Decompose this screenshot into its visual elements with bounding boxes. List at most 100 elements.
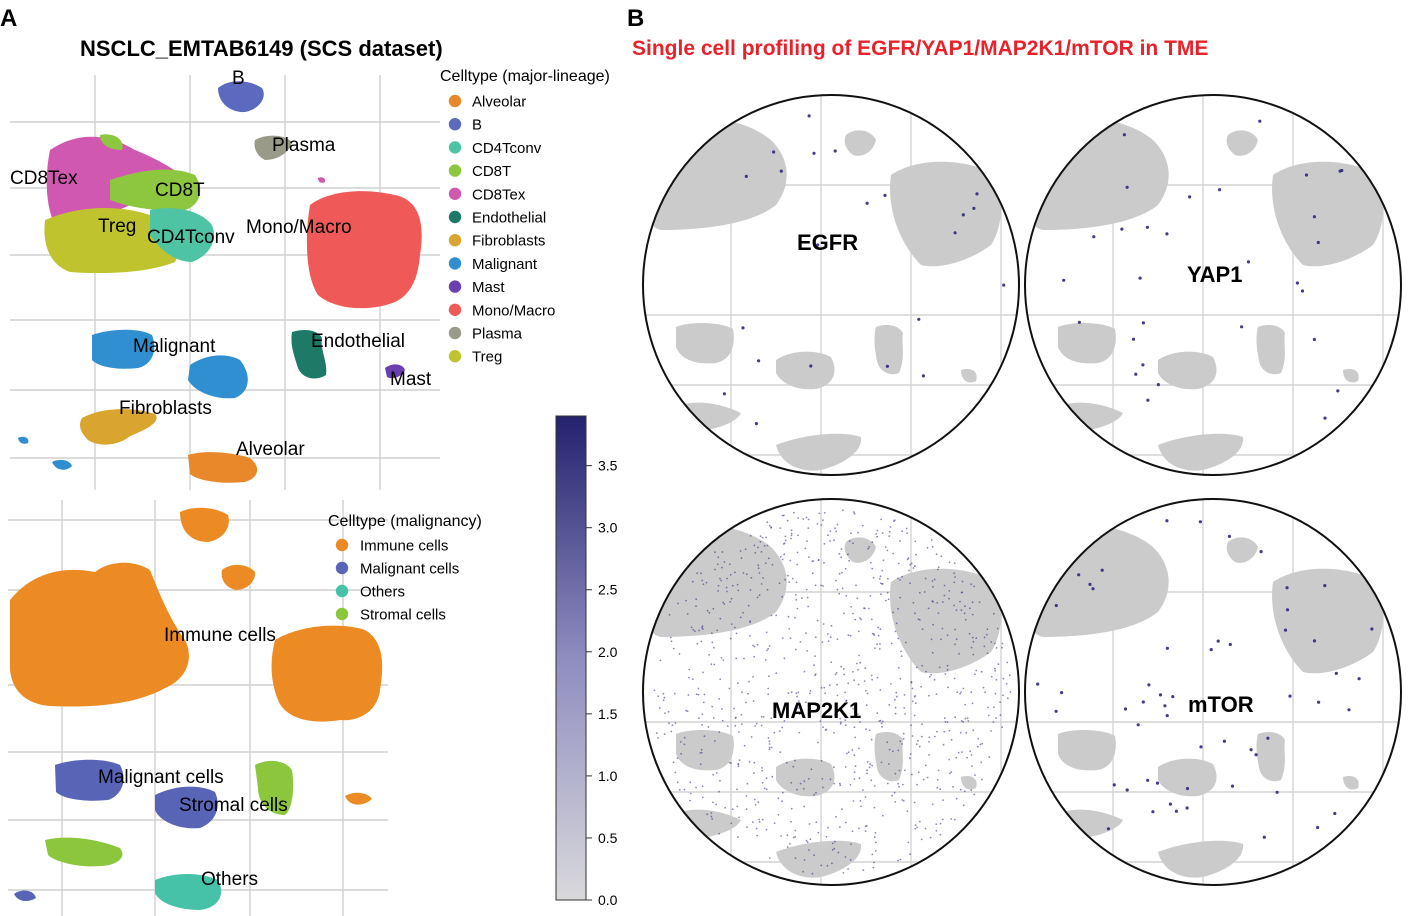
expression-point <box>891 794 893 797</box>
expression-point <box>823 542 826 545</box>
expression-point <box>711 641 714 644</box>
cluster-gray <box>776 758 835 797</box>
expression-point <box>857 630 860 633</box>
expression-point <box>839 826 841 828</box>
cluster-mast <box>385 364 405 379</box>
expression-point <box>974 774 976 776</box>
expression-point <box>726 725 729 728</box>
expression-point <box>805 588 808 591</box>
expression-point <box>886 741 889 744</box>
expression-point <box>796 788 798 791</box>
expression-point <box>910 681 913 684</box>
expression-point <box>858 827 860 830</box>
expression-point <box>695 598 698 601</box>
expression-point <box>735 657 738 660</box>
expression-point <box>881 725 883 728</box>
expression-point <box>954 576 956 578</box>
expression-point <box>671 724 674 727</box>
expression-point <box>669 636 672 639</box>
expression-point <box>872 576 875 579</box>
expression-point <box>986 652 989 655</box>
expression-point <box>781 558 784 561</box>
expression-point <box>758 572 761 574</box>
expression-point <box>809 838 812 841</box>
legend-label: Others <box>360 584 405 601</box>
circle-border <box>1024 498 1402 886</box>
expression-point <box>871 567 874 570</box>
expression-point <box>835 816 837 818</box>
expression-point <box>1285 608 1290 612</box>
expression-point <box>960 591 963 594</box>
expression-point <box>876 676 879 679</box>
expression-point <box>906 558 909 561</box>
expression-point <box>686 613 689 615</box>
expression-point <box>848 559 850 562</box>
expression-point <box>914 612 916 615</box>
expression-point <box>840 721 842 724</box>
expression-point <box>736 788 738 791</box>
expression-point <box>871 678 873 681</box>
expression-point <box>827 703 829 706</box>
expression-point <box>957 751 960 754</box>
expression-point <box>936 568 939 571</box>
expression-point <box>878 720 881 722</box>
expression-point <box>971 636 974 639</box>
expression-point <box>1077 573 1081 577</box>
expression-point <box>1209 648 1213 652</box>
expression-point <box>909 563 912 566</box>
expression-point <box>1259 550 1263 554</box>
expression-point <box>783 720 786 722</box>
expression-point <box>953 572 956 575</box>
expression-point <box>854 736 856 739</box>
expression-point <box>970 789 973 792</box>
expression-point <box>928 741 930 743</box>
expression-point <box>924 827 927 830</box>
expression-point <box>791 577 794 580</box>
expression-point <box>811 872 814 875</box>
expression-point <box>694 630 696 633</box>
legend-item-b: B <box>448 117 482 134</box>
expression-point <box>897 637 900 640</box>
expression-point <box>760 724 763 727</box>
expression-point <box>959 692 961 695</box>
legend-item-malignant-cells: Malignant cells <box>335 561 459 578</box>
expression-point <box>736 583 739 586</box>
cluster-gray <box>1158 351 1217 390</box>
cluster-gray <box>1158 758 1217 797</box>
cluster-gray <box>1062 402 1123 431</box>
expression-point <box>850 532 852 535</box>
cluster-gray <box>776 351 835 390</box>
expression-point <box>765 788 768 791</box>
expression-point <box>1266 736 1270 740</box>
expression-point <box>994 642 996 645</box>
expression-point <box>805 516 808 519</box>
expression-point <box>683 743 686 746</box>
expression-point <box>1228 642 1232 647</box>
expression-point <box>844 724 847 726</box>
expression-point <box>748 680 750 683</box>
legend-item-alveolar: Alveolar <box>448 94 526 111</box>
expression-point <box>895 622 898 625</box>
expression-point <box>933 678 936 681</box>
expression-point <box>921 374 926 378</box>
expression-point <box>1258 119 1262 123</box>
expression-point <box>820 686 823 689</box>
legend-marker <box>448 303 462 316</box>
expression-point <box>960 691 962 693</box>
expression-point <box>965 731 968 734</box>
expression-point <box>894 801 897 803</box>
expression-point <box>873 785 876 787</box>
expression-point <box>672 647 675 650</box>
panel-letter-a: A <box>0 5 17 32</box>
expression-point <box>944 673 947 675</box>
expression-point <box>818 512 821 515</box>
expression-point <box>1062 278 1066 282</box>
expression-point <box>893 519 896 522</box>
expression-point <box>845 595 848 597</box>
cluster-gray <box>1226 130 1258 156</box>
expression-point <box>756 596 759 599</box>
expression-point <box>731 584 734 587</box>
expression-point <box>838 592 841 595</box>
expression-point <box>962 720 964 723</box>
expression-point <box>827 826 829 829</box>
